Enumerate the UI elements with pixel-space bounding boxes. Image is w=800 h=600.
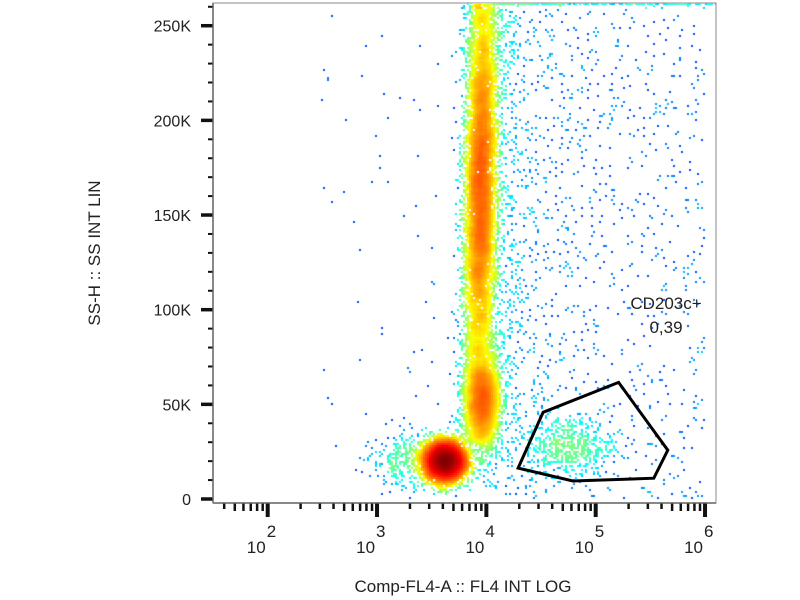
density-dots — [213, 3, 716, 503]
x-tick-label-base: 10 — [465, 538, 484, 557]
x-tick-label-base: 10 — [247, 538, 266, 557]
gate-polygon-cd203c[interactable] — [515, 380, 670, 483]
y-tick-label: 50K — [163, 397, 192, 414]
y-tick-label: 100K — [154, 303, 192, 320]
x-tick-label-exponent: 4 — [485, 522, 494, 541]
x-tick-label-base: 10 — [684, 538, 703, 557]
x-tick-label-exponent: 2 — [267, 522, 276, 541]
x-tick-label-base: 10 — [575, 538, 594, 557]
y-axis-label: SS-H :: SS INT LIN — [85, 180, 104, 325]
x-tick-label-base: 10 — [356, 538, 375, 557]
y-axis: 0 50K 100K 150K 200K 250K — [154, 3, 214, 509]
y-tick-label: 250K — [154, 19, 192, 36]
gate-percentage: 0,39 — [649, 318, 682, 337]
y-tick-label: 0 — [182, 492, 191, 509]
gate-label: CD203c+ — [630, 294, 701, 313]
x-tick-label-exponent: 6 — [704, 522, 713, 541]
x-tick-label-exponent: 5 — [595, 522, 604, 541]
x-axis-label: Comp-FL4-A :: FL4 INT LOG — [355, 577, 572, 596]
x-tick-label-exponent: 3 — [376, 522, 385, 541]
y-tick-label: 150K — [154, 208, 192, 225]
y-tick-label: 200K — [154, 113, 192, 130]
